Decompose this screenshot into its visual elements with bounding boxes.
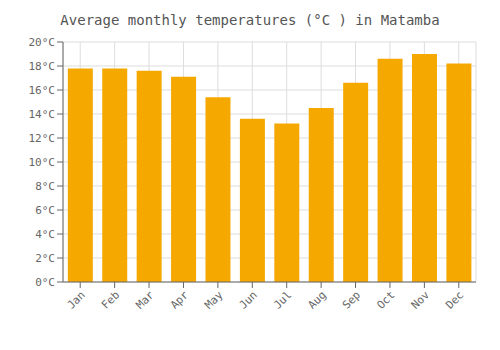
svg-text:6°C: 6°C <box>35 204 55 217</box>
svg-text:Jul: Jul <box>271 288 294 311</box>
html-text:Average monthly temperatures (: Average monthly temperatures (°C ) in Ma… <box>60 12 440 28</box>
svg-text:4°C: 4°C <box>35 228 55 241</box>
svg-text:0°C: 0°C <box>35 276 55 289</box>
svg-text:Sep: Sep <box>340 288 363 311</box>
svg-text:16°C: 16°C <box>29 84 56 97</box>
svg-text:Jun: Jun <box>237 288 260 311</box>
svg-text:May: May <box>202 288 226 312</box>
svg-text:Nov: Nov <box>409 288 433 312</box>
svg-text:Feb: Feb <box>99 288 122 311</box>
svg-text:20°C: 20°C <box>29 36 56 49</box>
svg-text:10°C: 10°C <box>29 156 56 169</box>
svg-text:Dec: Dec <box>443 288 466 311</box>
svg-text:12°C: 12°C <box>29 132 56 145</box>
svg-text:18°C: 18°C <box>29 60 56 73</box>
svg-text:8°C: 8°C <box>35 180 55 193</box>
svg-text:2°C: 2°C <box>35 252 55 265</box>
svg-text:Apr: Apr <box>168 288 192 312</box>
svg-text:Aug: Aug <box>306 288 329 311</box>
svg-text:Mar: Mar <box>133 288 157 312</box>
svg-text:Jan: Jan <box>65 288 88 311</box>
svg-text:Oct: Oct <box>374 288 397 311</box>
svg-text:14°C: 14°C <box>29 108 56 121</box>
